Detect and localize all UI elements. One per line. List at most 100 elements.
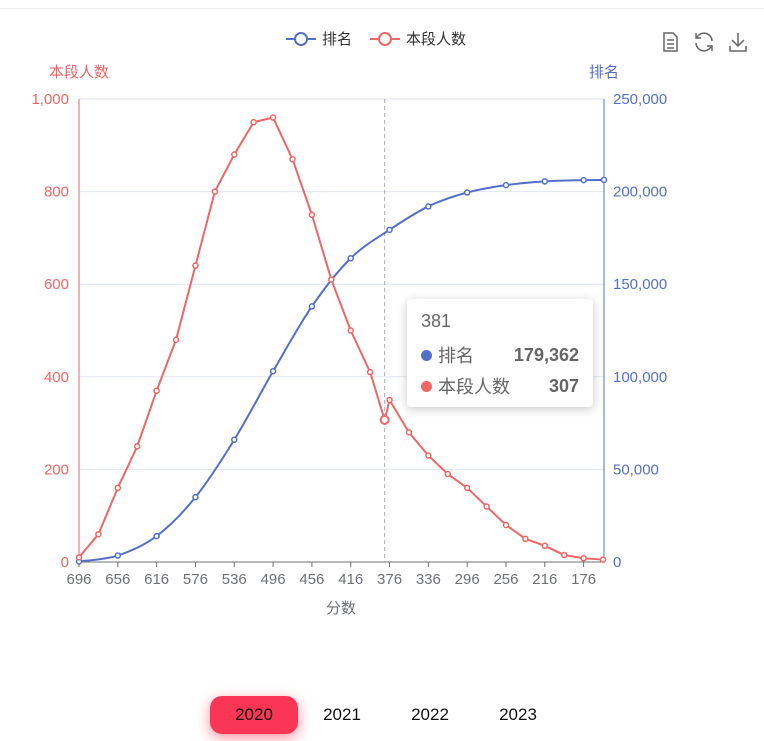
- series-point-count: [386, 396, 393, 404]
- y-left-tick-label: 800: [44, 184, 69, 201]
- series-point-count: [405, 429, 413, 436]
- top-divider: [0, 8, 764, 9]
- series-point-count: [114, 484, 122, 492]
- series-point-count: [463, 484, 471, 492]
- download-icon[interactable]: [726, 30, 750, 54]
- series-point-rank: [386, 226, 393, 234]
- y-right-tick-label: 150,000: [613, 276, 667, 293]
- x-tick-label: 336: [416, 571, 441, 588]
- y-left-axis-title: 本段人数: [49, 64, 109, 81]
- series-point-count: [269, 114, 277, 121]
- series-point-count: [211, 188, 219, 195]
- y-left-tick-label: 600: [44, 276, 69, 293]
- series-point-count: [231, 151, 238, 158]
- data-view-icon[interactable]: [658, 30, 682, 54]
- series-point-rank: [425, 203, 432, 210]
- tooltip-title: 381: [421, 311, 452, 331]
- series-point-count: [599, 556, 607, 563]
- series-point-count: [153, 387, 160, 394]
- series-point-count: [541, 542, 549, 550]
- series-point-count: [580, 555, 587, 562]
- year-tab-2020[interactable]: 2020: [210, 696, 298, 734]
- x-tick-label: 496: [261, 571, 286, 588]
- series-line-rank: [78, 178, 605, 563]
- year-tab-2022[interactable]: 2022: [411, 705, 449, 724]
- series-point-count: [522, 535, 529, 543]
- x-tick-label: 256: [493, 571, 518, 588]
- series-point-rank: [114, 552, 122, 559]
- series-point-rank: [153, 532, 160, 540]
- x-axis-title: 分数: [326, 600, 356, 617]
- x-tick-label: 576: [183, 571, 208, 588]
- tooltip-count-value: 307: [548, 375, 579, 396]
- tooltip-row-rank: 排名 179,362: [421, 342, 579, 368]
- legend-item-rank[interactable]: 排名: [286, 28, 352, 49]
- series-point-rank: [231, 436, 238, 444]
- series-point-count: [444, 470, 452, 478]
- chart-tooltip: 381 排名 179,362 本段人数 307: [407, 299, 593, 407]
- x-tick-label: 456: [299, 571, 324, 588]
- series-point-count: [133, 443, 141, 450]
- hover-point-count: [379, 414, 390, 425]
- series-point-count: [347, 327, 354, 334]
- year-tab-2023[interactable]: 2023: [499, 705, 537, 724]
- x-tick-label: 656: [105, 571, 130, 588]
- series-point-rank: [269, 367, 277, 375]
- tooltip-rank-name: 排名: [438, 346, 474, 366]
- series-point-count: [425, 452, 432, 459]
- x-tick-label: 296: [455, 571, 480, 588]
- x-tick-label: 176: [571, 571, 596, 588]
- y-right-tick-label: 0: [613, 554, 621, 571]
- series-point-count: [328, 276, 335, 283]
- tooltip-count-name: 本段人数: [438, 377, 510, 397]
- refresh-icon[interactable]: [692, 30, 716, 54]
- y-right-tick-label: 50,000: [613, 461, 659, 478]
- series-point-rank: [308, 303, 316, 310]
- x-tick-label: 416: [338, 571, 363, 588]
- tooltip-count-dot-icon: [421, 380, 432, 392]
- series-point-count: [75, 554, 83, 561]
- series-point-count: [289, 155, 296, 163]
- tooltip-rank-dot-icon: [421, 349, 432, 361]
- series-point-count: [560, 551, 568, 559]
- x-tick-label: 696: [66, 571, 91, 588]
- y-left-tick-label: 0: [61, 554, 69, 571]
- series-point-count: [366, 368, 374, 376]
- series-point-rank: [192, 493, 199, 501]
- series-point-count: [192, 262, 199, 269]
- series-point-count: [308, 211, 316, 218]
- series-point-rank: [600, 176, 608, 184]
- series-point-rank: [347, 255, 354, 262]
- x-tick-label: 536: [222, 571, 247, 588]
- y-right-tick-label: 100,000: [613, 369, 667, 386]
- tooltip-rank-value: 179,362: [513, 344, 579, 365]
- x-tick-label: 616: [144, 571, 169, 588]
- series-point-count: [483, 503, 490, 510]
- x-tick-label: 216: [532, 571, 557, 588]
- series-point-rank: [580, 176, 587, 184]
- series-point-count: [250, 118, 257, 126]
- y-left-tick-label: 400: [44, 369, 69, 386]
- y-left-tick-label: 200: [44, 461, 69, 478]
- series-point-count: [95, 530, 102, 538]
- legend-item-count[interactable]: 本段人数: [370, 28, 466, 49]
- chart-toolbox: [658, 30, 750, 54]
- y-right-axis-title: 排名: [589, 64, 619, 81]
- tooltip-row-count: 本段人数 307: [421, 373, 579, 399]
- year-tab-2021[interactable]: 2021: [323, 705, 361, 724]
- x-tick-label: 376: [377, 571, 402, 588]
- y-right-tick-label: 250,000: [613, 91, 667, 108]
- chart-legend: 排名 本段人数: [286, 28, 466, 49]
- series-point-rank: [502, 181, 510, 189]
- y-left-tick-label: 1,000: [31, 91, 69, 108]
- series-point-rank: [463, 189, 471, 196]
- series-point-count: [502, 521, 510, 529]
- legend-count-swatch-icon: [370, 31, 401, 46]
- legend-rank-label: 排名: [322, 31, 353, 48]
- y-right-tick-label: 200,000: [613, 184, 667, 201]
- series-point-rank: [541, 178, 549, 185]
- legend-count-label: 本段人数: [406, 31, 467, 48]
- series-point-count: [172, 336, 180, 344]
- legend-rank-swatch-icon: [286, 31, 316, 46]
